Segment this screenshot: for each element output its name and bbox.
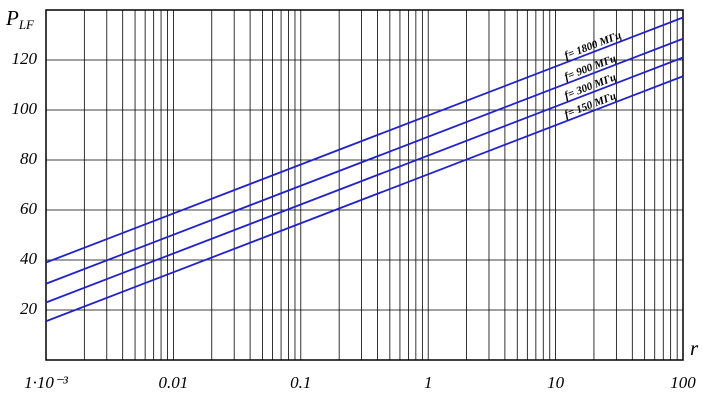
plot-frame [45,9,684,361]
y-tick-label: 100 [12,99,38,118]
series-line [45,37,684,285]
x-tick-label: 0.1 [290,373,311,392]
y-label-main: P [5,6,19,30]
x-tick-label: 1 [424,373,433,392]
x-tick-label: 10 [547,373,565,392]
y-tick-label: 20 [20,299,38,318]
series-line [45,75,684,323]
x-tick-label: 0.01 [159,373,189,392]
y-tick-label: 80 [20,149,38,168]
y-axis-label: PLF [5,6,35,32]
y-label-sub: LF [18,17,35,32]
x-tick-label: 100 [670,373,696,392]
y-tick-label: 120 [12,49,38,68]
y-tick-label: 60 [20,199,38,218]
x-axis-label: r [690,336,699,360]
x-tick-label: 1·10⁻³ [24,373,69,392]
series-line [45,56,684,304]
y-tick-label: 40 [20,249,38,268]
series-line [45,16,684,264]
